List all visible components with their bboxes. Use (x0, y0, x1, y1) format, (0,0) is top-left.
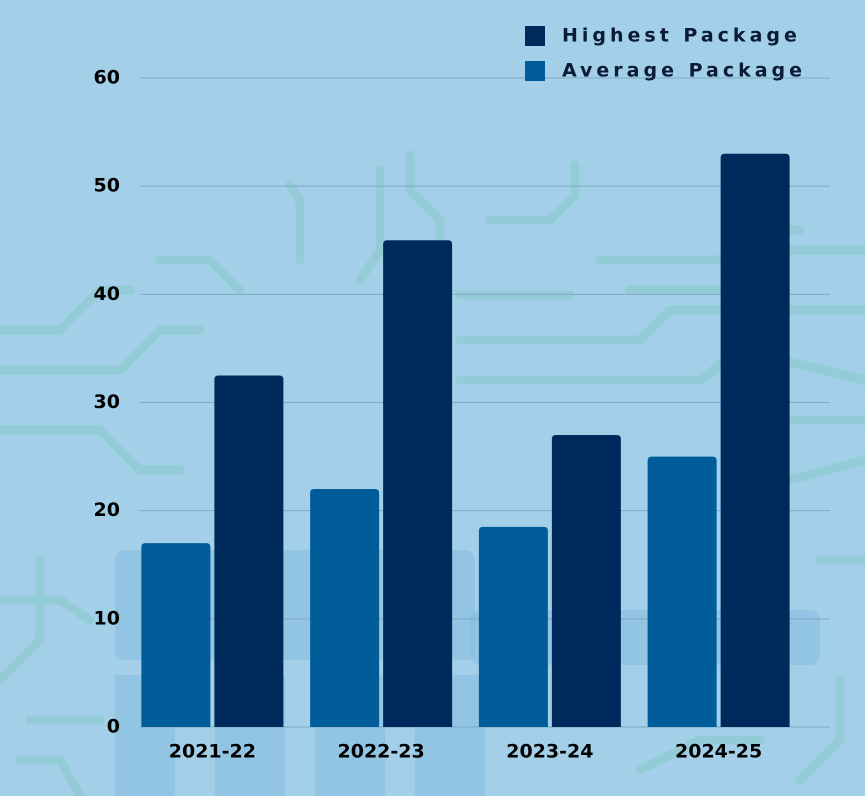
bar (478, 526, 548, 727)
y-tick-label: 50 (94, 175, 120, 197)
bar (720, 153, 790, 727)
legend-label: Highest Package (562, 25, 801, 47)
legend-swatch (525, 61, 545, 81)
y-tick-label: 60 (94, 67, 120, 89)
bar (214, 375, 284, 727)
x-tick-label: 2024-25 (675, 741, 762, 763)
y-tick-label: 0 (107, 716, 120, 738)
y-tick-label: 40 (94, 283, 120, 305)
x-tick-label: 2023-24 (506, 741, 593, 763)
legend-label: Average Package (562, 60, 806, 82)
bar (383, 240, 453, 727)
bar (141, 543, 211, 727)
y-tick-label: 30 (94, 391, 120, 413)
legend-swatch (525, 26, 545, 46)
bar (647, 456, 717, 727)
y-tick-label: 10 (94, 607, 120, 629)
bar (551, 434, 621, 727)
y-tick-label: 20 (94, 499, 120, 521)
bar (310, 489, 380, 727)
x-tick-label: 2022-23 (338, 741, 425, 763)
x-tick-label: 2021-22 (169, 741, 256, 763)
